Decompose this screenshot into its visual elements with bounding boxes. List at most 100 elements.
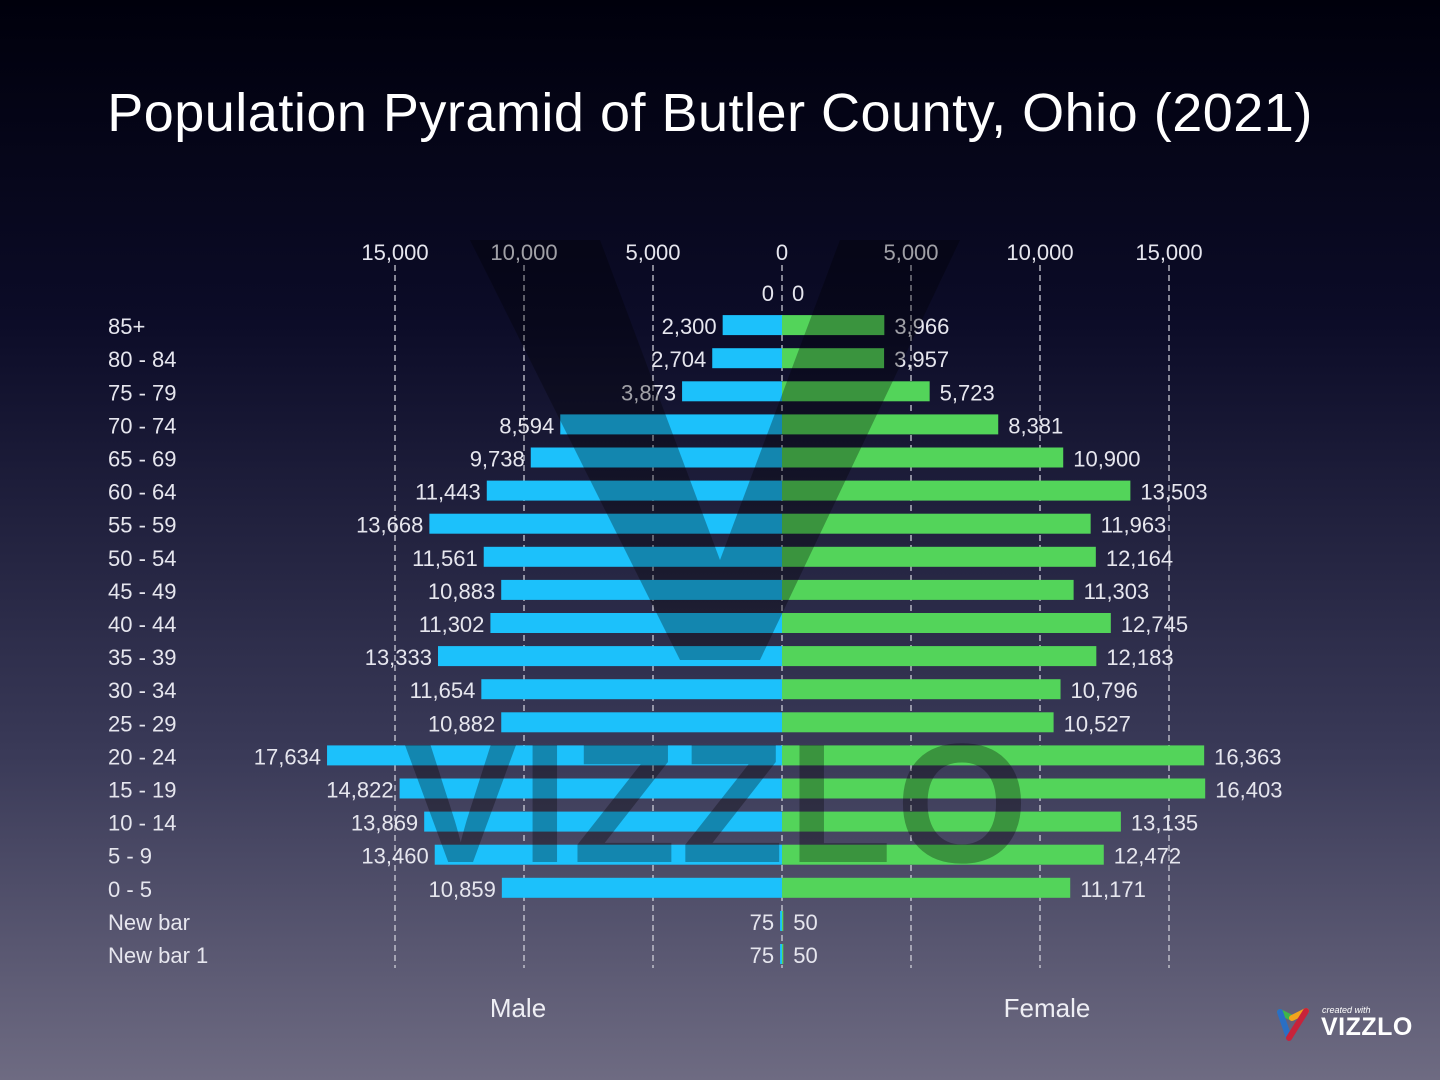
category-label: 75 - 79	[108, 380, 177, 405]
male-value-label: 13,869	[351, 811, 418, 836]
male-bar	[501, 579, 782, 600]
female-bar	[782, 414, 999, 435]
category-label: 65 - 69	[108, 447, 177, 472]
female-bar	[782, 944, 784, 964]
category-label: 70 - 74	[108, 413, 177, 438]
female-value-label: 0	[792, 281, 804, 306]
watermark-v-icon	[470, 240, 960, 660]
female-value-label: 12,745	[1121, 612, 1188, 637]
female-bar	[782, 447, 1064, 468]
female-bar	[782, 679, 1061, 700]
category-label: 20 - 24	[108, 744, 177, 769]
female-bar	[782, 348, 885, 369]
male-value-label: 11,654	[410, 678, 476, 703]
male-value-label: 17,634	[254, 744, 321, 769]
male-value-label: 11,443	[415, 480, 481, 505]
female-value-label: 8,381	[1008, 413, 1063, 438]
male-bar	[780, 944, 782, 964]
category-label: 25 - 29	[108, 711, 177, 736]
male-value-label: 0	[762, 281, 774, 306]
brand-text: VIZZLO	[1321, 1013, 1413, 1041]
male-bar	[490, 613, 782, 633]
male-bar	[712, 348, 782, 369]
category-label: 35 - 39	[108, 645, 177, 670]
category-label: 0 - 5	[108, 877, 152, 902]
female-bar	[782, 546, 1096, 567]
category-label: 10 - 14	[108, 811, 177, 836]
female-bar	[782, 910, 784, 931]
watermark: VIZZLO	[404, 709, 1032, 899]
male-bar	[682, 381, 782, 402]
male-value-label: 9,738	[470, 447, 525, 472]
female-value-label: 12,472	[1114, 844, 1181, 869]
category-label: 30 - 34	[108, 678, 177, 703]
male-value-label: 13,460	[361, 844, 428, 869]
female-value-label: 5,723	[940, 380, 995, 405]
male-bar	[429, 513, 782, 534]
x-tick-label: 0	[776, 240, 788, 265]
male-value-label: 13,333	[365, 645, 432, 670]
category-label: 40 - 44	[108, 612, 177, 637]
female-value-label: 13,503	[1140, 480, 1207, 505]
male-value-label: 8,594	[499, 413, 554, 438]
female-value-label: 12,183	[1106, 645, 1173, 670]
x-tick-label: 15,000	[1135, 240, 1202, 265]
female-value-label: 11,171	[1080, 877, 1146, 902]
female-bar	[782, 877, 1071, 898]
male-bar	[483, 546, 782, 567]
category-label: 5 - 9	[108, 844, 152, 869]
female-bar	[782, 480, 1131, 501]
male-value-label: 13,668	[356, 513, 423, 538]
x-tick-label: 5,000	[883, 240, 938, 265]
category-label: New bar	[108, 910, 190, 935]
male-value-label: 11,561	[412, 546, 478, 571]
female-bar	[782, 315, 885, 336]
female-bar	[782, 513, 1091, 534]
male-bar	[501, 712, 782, 733]
male-value-label: 10,859	[429, 877, 496, 902]
female-bar	[782, 778, 1206, 799]
female-value-label: 13,135	[1131, 811, 1198, 836]
category-label: 50 - 54	[108, 546, 177, 571]
female-bar	[782, 844, 1104, 865]
vizzlo-logo-icon	[1277, 1008, 1309, 1041]
category-label: New bar 1	[108, 943, 208, 968]
female-value-label: 12,164	[1106, 546, 1173, 571]
chart-title: Population Pyramid of Butler County, Ohi…	[107, 83, 1313, 143]
vizzlo-logo[interactable]: created with VIZZLO	[1276, 1004, 1426, 1044]
female-value-label: 11,963	[1101, 513, 1167, 538]
male-bar	[560, 414, 782, 435]
female-value-label: 10,900	[1073, 447, 1140, 472]
female-bar	[782, 646, 1097, 667]
category-label: 55 - 59	[108, 513, 177, 538]
x-tick-label: 10,000	[490, 240, 557, 265]
female-value-label: 16,403	[1215, 778, 1282, 803]
male-bar	[486, 480, 782, 501]
male-value-label: 11,302	[419, 612, 485, 637]
female-bar	[782, 712, 1054, 733]
female-bar	[782, 613, 1111, 633]
category-label: 45 - 49	[108, 579, 177, 604]
x-tick-label: 15,000	[361, 240, 428, 265]
male-value-label: 75	[750, 943, 774, 968]
male-bar	[434, 844, 782, 865]
male-value-label: 14,822	[326, 778, 393, 803]
female-value-label: 3,966	[894, 314, 949, 339]
male-bar	[780, 910, 782, 931]
category-label: 60 - 64	[108, 480, 177, 505]
female-bar	[782, 811, 1121, 832]
female-bar	[782, 381, 930, 402]
female-value-label: 50	[793, 910, 817, 935]
female-value-label: 10,796	[1071, 678, 1138, 703]
male-bar	[424, 811, 782, 832]
male-value-label: 10,883	[428, 579, 495, 604]
female-bar	[782, 745, 1205, 766]
category-label: 15 - 19	[108, 778, 177, 803]
male-bar	[399, 778, 782, 799]
female-value-label: 16,363	[1214, 744, 1281, 769]
x-tick-label: 10,000	[1006, 240, 1073, 265]
category-label: 80 - 84	[108, 347, 177, 372]
male-value-label: 3,873	[621, 380, 676, 405]
male-value-label: 2,300	[662, 314, 717, 339]
